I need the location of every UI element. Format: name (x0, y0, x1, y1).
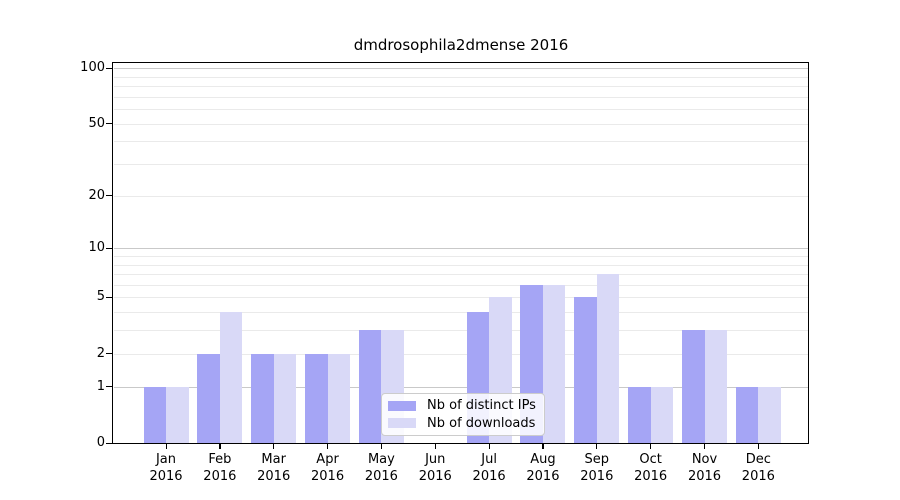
x-tick-label: Sep 2016 (580, 452, 614, 484)
minor-gridline (114, 96, 809, 98)
x-tick-label: Mar 2016 (257, 452, 291, 484)
y-tick-mark (106, 296, 112, 299)
bar-downloads (704, 330, 727, 443)
x-tick-label: Jan 2016 (149, 452, 183, 484)
x-tick-mark (327, 444, 329, 449)
y-tick-label: 20 (88, 187, 105, 203)
minor-gridline (114, 274, 809, 276)
bar-downloads (596, 274, 620, 443)
minor-gridline (114, 76, 809, 78)
minor-gridline (114, 86, 809, 88)
y-tick-label: 0 (96, 435, 105, 450)
legend-swatch-downloads (388, 418, 416, 429)
bar-downloads (650, 386, 674, 443)
y-tick-label: 10 (88, 240, 105, 256)
legend-entry-downloads: Nb of downloads (388, 416, 538, 431)
y-tick-mark (106, 353, 112, 355)
bar-distinct-ips (358, 330, 382, 443)
bar-downloads (327, 353, 351, 443)
x-tick-label: Jul 2016 (472, 452, 506, 484)
bar-distinct-ips (735, 386, 759, 443)
x-tick-label: Dec 2016 (741, 452, 775, 484)
bar-distinct-ips (251, 353, 274, 443)
bar-distinct-ips (197, 353, 220, 443)
x-tick-label: Apr 2016 (311, 452, 345, 484)
y-tick-label: 100 (80, 60, 105, 76)
bar-downloads (166, 386, 189, 443)
bar-downloads (758, 386, 781, 443)
chart-title: dmdrosophila2dmense 2016 (353, 36, 569, 54)
x-tick-label: May 2016 (364, 452, 398, 484)
y-tick-label: 2 (96, 345, 105, 361)
bar-downloads (273, 353, 297, 443)
x-tick-mark (380, 444, 383, 449)
x-tick-mark (434, 444, 436, 449)
minor-gridline (114, 123, 809, 125)
bar-distinct-ips (628, 386, 651, 443)
major-gridline (114, 386, 809, 388)
bar-downloads (219, 312, 243, 443)
y-tick-mark (106, 67, 112, 69)
x-tick-mark (488, 444, 490, 449)
y-tick-mark (106, 247, 112, 249)
x-tick-label: Feb 2016 (203, 452, 237, 484)
y-tick-mark (106, 123, 112, 125)
minor-gridline (114, 264, 809, 266)
y-tick-mark (106, 195, 112, 197)
legend-label-distinct-ips: Nb of distinct IPs (427, 398, 536, 414)
legend-label-downloads: Nb of downloads (427, 415, 536, 431)
bar-distinct-ips (143, 386, 166, 443)
x-tick-label: Oct 2016 (634, 452, 668, 484)
legend-entry-distinct-ips: Nb of distinct IPs (388, 398, 538, 413)
legend-swatch-distinct-ips (388, 400, 416, 411)
minor-gridline (114, 256, 809, 257)
minor-gridline (114, 109, 809, 111)
bar-distinct-ips (305, 353, 328, 443)
minor-gridline (114, 312, 809, 314)
major-gridline (114, 68, 809, 70)
y-tick-label: 1 (96, 378, 105, 394)
legend: Nb of distinct IPs Nb of downloads (381, 393, 545, 436)
x-tick-mark (704, 444, 706, 449)
x-tick-label: Jun 2016 (418, 452, 452, 484)
y-tick-mark (106, 386, 112, 388)
x-tick-mark (596, 444, 598, 449)
plot-border (112, 62, 809, 444)
minor-gridline (114, 284, 809, 286)
x-tick-label: Aug 2016 (526, 452, 560, 484)
bar-distinct-ips (574, 297, 597, 443)
minor-gridline (114, 353, 809, 355)
x-tick-mark (219, 444, 221, 449)
y-tick-mark (106, 442, 112, 444)
x-tick-mark (757, 444, 760, 449)
minor-gridline (114, 141, 809, 143)
major-gridline (114, 248, 809, 250)
y-tick-label: 50 (88, 115, 105, 131)
bar-downloads (542, 284, 566, 443)
x-tick-mark (650, 444, 652, 449)
bar-distinct-ips (682, 330, 705, 443)
x-tick-label: Nov 2016 (687, 452, 722, 484)
x-tick-mark (542, 444, 544, 449)
minor-gridline (114, 330, 809, 332)
minor-gridline (114, 195, 809, 197)
minor-gridline (114, 164, 809, 166)
y-tick-label: 5 (96, 289, 105, 305)
minor-gridline (114, 297, 809, 299)
x-tick-mark (165, 444, 167, 449)
x-tick-mark (273, 444, 275, 449)
